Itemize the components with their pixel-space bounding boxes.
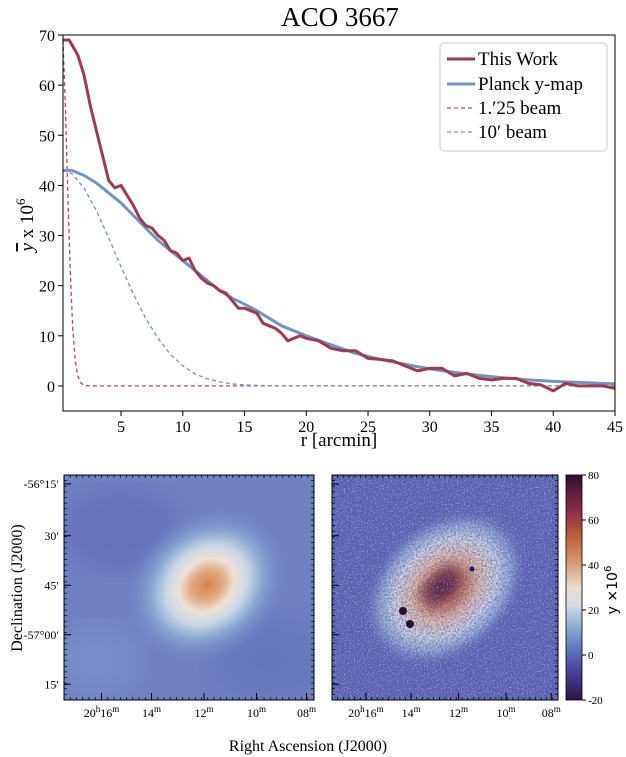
y-tick-label: 40 xyxy=(39,178,55,195)
y-axis-label-symbol: y xyxy=(17,242,38,253)
ra-tick-label: 10m xyxy=(497,704,516,720)
point-source xyxy=(399,607,407,615)
point-source xyxy=(406,620,414,628)
x-axis-label: r [arcmin] xyxy=(301,430,377,451)
line-series-group xyxy=(63,38,615,393)
ra-tick-label: 12m xyxy=(449,704,468,720)
x-tick-label: 45 xyxy=(607,419,623,436)
colorbar-tick-label: -20 xyxy=(588,695,603,707)
dec-tick-label: 30′ xyxy=(44,529,59,543)
y-axis-label-rest: x 10 xyxy=(17,205,38,243)
x-tick-label: 5 xyxy=(117,419,125,436)
map-axes: 20h16m 14m 12m 10m 08m -56°15′ 30′ 45′ -57°00′ 15… xyxy=(24,475,561,720)
colorbar-tick-label: 60 xyxy=(588,515,600,527)
series-line-planck-y-map xyxy=(63,168,615,386)
map-x-axis-label: Right Ascension (J2000) xyxy=(229,738,387,755)
y-tick-label: 30 xyxy=(39,229,55,246)
x-tick-label: 20 xyxy=(298,419,314,436)
x-tick-label: 30 xyxy=(422,419,438,436)
legend-label-planck: Planck y-map xyxy=(478,74,583,95)
ra-tick-label: 14m xyxy=(142,704,161,720)
x-tick-label: 25 xyxy=(360,419,376,436)
series-line-1-25-beam xyxy=(63,39,615,387)
colorbar-tick-label: 20 xyxy=(588,605,600,617)
map-panel-planck xyxy=(64,475,314,700)
y-tick-label: 10 xyxy=(39,329,55,346)
legend-label-beam-10: 10′ beam xyxy=(478,122,547,143)
y-axis: 0 10 20 30 40 50 60 70 xyxy=(39,28,63,396)
legend-label-this-work: This Work xyxy=(478,49,558,70)
colorbar-tick-label: 40 xyxy=(588,560,600,572)
ra-tick-label: 12m xyxy=(194,704,213,720)
chart-title: ACO 3667 xyxy=(281,2,399,32)
plot-frame xyxy=(62,34,616,412)
map-noise-light xyxy=(332,475,558,700)
x-axis: 5 10 15 20 25 30 35 40 45 xyxy=(117,411,623,436)
point-source xyxy=(469,566,475,572)
x-tick-label: 10 xyxy=(175,419,191,436)
x-tick-label: 35 xyxy=(484,419,500,436)
colorbar-label-main: y ×10 xyxy=(605,572,621,614)
y-axis-label-exponent: 6 xyxy=(13,198,28,205)
x-tick-label: 40 xyxy=(545,419,561,436)
y-tick-label: 70 xyxy=(39,28,55,45)
y-tick-label: 50 xyxy=(39,128,55,145)
ra-tick-label: 14m xyxy=(402,704,421,720)
ra-tick-label: 20h16m xyxy=(84,704,120,720)
y-axis-label: y x 106 xyxy=(13,198,38,253)
ra-tick-label: 08m xyxy=(542,704,561,720)
ra-tick-label: 20h16m xyxy=(348,704,384,720)
colorbar-label: y ×106 xyxy=(603,566,621,615)
ra-tick-label: 10m xyxy=(247,704,266,720)
dec-tick-label: -57°00′ xyxy=(24,628,60,642)
colorbar-tick-label: 0 xyxy=(588,650,594,662)
y-tick-label: 0 xyxy=(47,379,55,396)
x-tick-label: 15 xyxy=(237,419,253,436)
colorbar xyxy=(565,474,583,701)
colorbar-label-exponent: 6 xyxy=(603,566,614,572)
colorbar-tick-label: 80 xyxy=(588,470,600,482)
colorbar-axis: -20 0 20 40 60 80 xyxy=(582,470,603,707)
y-tick-label: 20 xyxy=(39,279,55,296)
legend-box xyxy=(439,42,608,152)
series-line-this-work xyxy=(63,38,615,393)
legend: This Work Planck y-map 1.′25 beam 10′ be… xyxy=(439,42,608,152)
dec-tick-label: -56°15′ xyxy=(24,477,60,491)
map-y-axis-label: Declination (J2000) xyxy=(9,524,26,652)
ra-tick-label: 08m xyxy=(297,704,316,720)
cluster-emission-smooth xyxy=(125,505,289,665)
series-line-10-beam xyxy=(63,169,615,387)
map-panel-this-work xyxy=(332,475,558,700)
y-tick-label: 60 xyxy=(39,78,55,95)
legend-label-beam-125: 1.′25 beam xyxy=(478,98,562,119)
dec-tick-label: 15′ xyxy=(44,677,59,691)
dec-tick-label: 45′ xyxy=(44,578,59,592)
map-large-scale-variation xyxy=(64,625,140,695)
